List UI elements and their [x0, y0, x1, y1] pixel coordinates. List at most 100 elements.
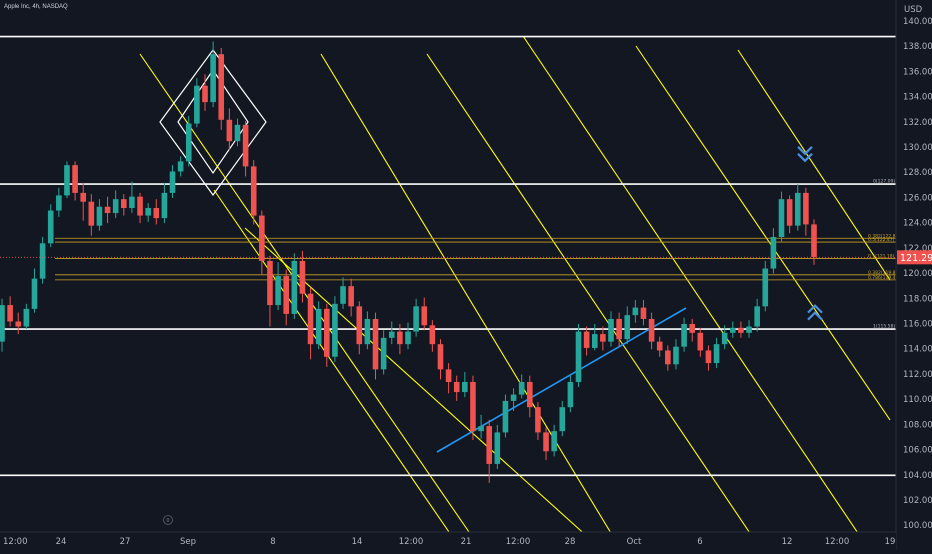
- candle-body: [746, 326, 752, 333]
- candle-body: [56, 195, 62, 211]
- candle-body: [340, 286, 346, 304]
- candle-body: [185, 123, 192, 162]
- candle-body: [242, 124, 249, 167]
- candle-body: [315, 308, 322, 345]
- x-tick-label: 19: [885, 537, 896, 547]
- channel-line: [426, 53, 761, 549]
- y-tick-label: 124.00: [903, 219, 932, 229]
- candle-body: [656, 341, 663, 351]
- candle-body: [0, 305, 5, 342]
- y-tick-label: 134.00: [903, 93, 932, 103]
- candle-body: [445, 369, 452, 382]
- y-tick-label: 110.00: [903, 395, 932, 405]
- candle-body: [194, 85, 200, 124]
- fib-level-label: 0.382(119.88): [868, 270, 900, 276]
- y-tick-label: 140.00: [903, 17, 932, 27]
- chevron-stroke: [797, 146, 813, 156]
- candle-body: [96, 206, 103, 226]
- fib-level-label: 0.382(122.85): [868, 233, 900, 239]
- candle-body: [453, 381, 460, 393]
- channel-line: [635, 45, 891, 421]
- y-tick-label: 112.00: [903, 370, 932, 380]
- candle-body: [811, 224, 817, 258]
- channel-line: [320, 53, 621, 549]
- y-tick-label: 130.00: [903, 143, 932, 153]
- fib-level-label: 0.5(121.18): [868, 253, 895, 259]
- candle-body: [397, 331, 403, 345]
- candle-body: [437, 344, 444, 370]
- candle-body: [624, 315, 631, 340]
- chevron-stroke: [807, 311, 823, 321]
- candle-body: [210, 54, 216, 103]
- diamond-inner: [177, 68, 249, 175]
- candle-body: [234, 124, 241, 142]
- chevron-stroke: [807, 304, 823, 314]
- candle-body: [112, 199, 119, 214]
- x-tick-label: 12:00: [825, 537, 850, 547]
- candle-body: [543, 432, 549, 452]
- candle-body: [648, 318, 655, 342]
- candle-body: [250, 166, 257, 216]
- candle-body: [259, 215, 265, 261]
- x-tick-label: 8: [270, 537, 275, 547]
- x-tick-label: 21: [461, 537, 472, 547]
- candle-body: [665, 350, 671, 365]
- candle-body: [535, 407, 541, 433]
- candle-body: [324, 308, 330, 357]
- candle-body: [356, 306, 363, 345]
- x-tick-label: 12:00: [399, 537, 424, 547]
- candle-body: [786, 199, 793, 226]
- candle-body: [510, 394, 517, 401]
- currency-label: USD: [904, 5, 923, 15]
- candle-body: [575, 331, 582, 382]
- candle-body: [348, 286, 354, 307]
- y-tick-label: 126.00: [903, 193, 932, 203]
- candle-body: [567, 381, 574, 408]
- y-tick-label: 104.00: [903, 471, 932, 481]
- candle-body: [738, 327, 744, 333]
- candle-body: [364, 318, 371, 345]
- candle-body: [770, 237, 777, 269]
- fib-level-label: 0.5(122.47): [868, 237, 895, 243]
- y-tick-label: 108.00: [903, 420, 932, 430]
- candle-body: [591, 334, 598, 348]
- x-tick-label: 27: [120, 537, 131, 547]
- x-tick-label: 28: [565, 537, 576, 547]
- clock-marker-icon: [163, 515, 173, 525]
- y-tick-label: 116.00: [903, 319, 932, 329]
- candle-body: [169, 171, 176, 193]
- candle-body: [527, 381, 533, 408]
- x-tick-label: 24: [56, 537, 67, 547]
- candle-body: [137, 196, 143, 216]
- candle-body: [713, 344, 720, 364]
- candle-body: [502, 400, 509, 433]
- y-tick-label: 102.00: [903, 496, 932, 506]
- symbol-title: Apple Inc, 4h, NASDAQ: [4, 4, 68, 10]
- y-tick-label: 138.00: [903, 42, 932, 52]
- y-tick-label: 100.00: [903, 521, 932, 531]
- candle-body: [721, 332, 728, 345]
- candle-body: [803, 192, 809, 225]
- y-tick-label: 128.00: [903, 168, 932, 178]
- candle-body: [754, 306, 760, 327]
- candle-body: [23, 308, 30, 327]
- candle-body: [462, 381, 468, 393]
- candle-body: [307, 293, 314, 345]
- candle-body: [275, 276, 281, 306]
- candle-body: [332, 303, 338, 357]
- candle-body: [583, 331, 590, 348]
- x-tick-label: 12:00: [506, 537, 531, 547]
- candle-body: [632, 307, 639, 316]
- candle-body: [470, 381, 476, 432]
- candle-body: [600, 334, 606, 342]
- y-tick-label: 120.00: [903, 269, 932, 279]
- candle-body: [7, 305, 13, 322]
- y-tick-label: 118.00: [903, 294, 932, 304]
- fib-level-label: 0.786(119.40): [868, 275, 900, 281]
- x-tick-label: 12:00: [3, 537, 28, 547]
- double-chevron-down-icon: [797, 146, 813, 163]
- candle-body: [616, 318, 622, 340]
- candle-body: [64, 165, 70, 196]
- x-tick-label: 6: [697, 537, 702, 547]
- candle-body: [697, 332, 704, 351]
